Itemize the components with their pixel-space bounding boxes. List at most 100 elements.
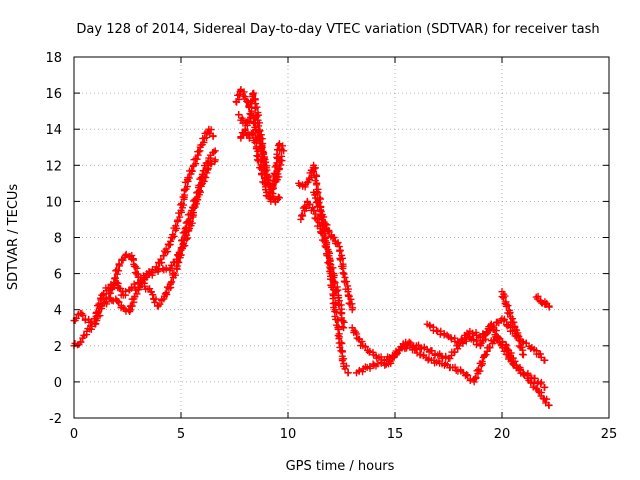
- data-point: [197, 174, 205, 182]
- data-point: [428, 347, 436, 355]
- data-point: [115, 298, 123, 306]
- y-tick-label: 4: [54, 304, 62, 319]
- data-point: [336, 247, 344, 255]
- data-point: [312, 215, 320, 223]
- data-point: [175, 258, 183, 266]
- data-point: [241, 126, 249, 134]
- data-point: [541, 356, 549, 364]
- data-point: [329, 277, 337, 285]
- data-point: [489, 322, 497, 330]
- data-point: [78, 310, 86, 318]
- data-point: [158, 259, 166, 267]
- data-point: [536, 350, 544, 358]
- data-point: [330, 234, 338, 242]
- data-point: [202, 166, 210, 174]
- data-point: [340, 270, 348, 278]
- data-point: [502, 302, 510, 310]
- data-point: [508, 354, 516, 362]
- data-point: [251, 138, 259, 146]
- data-point: [486, 325, 494, 333]
- data-point: [346, 300, 354, 308]
- x-axis-label: GPS time / hours: [286, 459, 395, 474]
- data-point: [177, 244, 185, 252]
- data-point: [335, 301, 343, 309]
- data-point: [541, 383, 549, 391]
- data-point: [152, 295, 160, 303]
- data-point: [168, 278, 176, 286]
- data-point: [254, 157, 262, 165]
- data-point: [96, 312, 104, 320]
- data-point: [247, 98, 255, 106]
- data-point: [464, 371, 472, 379]
- data-point: [192, 155, 200, 163]
- data-point: [115, 260, 123, 268]
- data-point: [466, 376, 474, 384]
- data-point: [151, 298, 159, 306]
- data-point: [183, 182, 191, 190]
- data-point: [207, 126, 215, 134]
- data-point: [211, 147, 219, 155]
- data-point: [502, 342, 510, 350]
- data-point: [111, 274, 119, 282]
- x-tick-label: 5: [177, 427, 185, 442]
- data-point: [255, 128, 263, 136]
- data-point: [313, 181, 321, 189]
- data-point: [250, 129, 258, 137]
- data-point: [198, 170, 206, 178]
- data-points: [70, 85, 553, 409]
- data-point: [268, 185, 276, 193]
- data-point: [537, 380, 545, 388]
- data-point: [485, 343, 493, 351]
- data-point: [298, 211, 306, 219]
- data-point: [543, 395, 551, 403]
- data-point: [181, 228, 189, 236]
- data-point: [476, 367, 484, 375]
- y-tick-label: 14: [45, 123, 62, 138]
- data-point: [334, 325, 342, 333]
- data-point: [337, 347, 345, 355]
- data-point: [79, 311, 87, 319]
- data-point: [275, 194, 283, 202]
- data-point: [451, 363, 459, 371]
- y-tick-label: 2: [54, 340, 62, 355]
- data-point: [319, 216, 327, 224]
- data-point: [519, 351, 527, 359]
- data-point: [310, 207, 318, 215]
- data-point: [273, 167, 281, 175]
- data-point: [77, 338, 85, 346]
- data-point: [188, 166, 196, 174]
- data-point: [531, 374, 539, 382]
- data-point: [184, 174, 192, 182]
- data-point: [361, 343, 369, 351]
- data-point: [176, 249, 184, 257]
- data-point: [237, 133, 245, 141]
- axis-ticks: 0 5 10 15 20 25 -2 0 2 4 6 8 10 12 14 16 18: [45, 51, 617, 442]
- data-point: [174, 258, 182, 266]
- data-point: [341, 278, 349, 286]
- data-point: [149, 291, 157, 299]
- data-point: [330, 291, 338, 299]
- data-point: [539, 394, 547, 402]
- data-point: [186, 210, 194, 218]
- data-point: [348, 306, 356, 314]
- data-point: [245, 134, 253, 142]
- data-point: [514, 333, 522, 341]
- data-point: [102, 293, 110, 301]
- data-point: [474, 366, 482, 374]
- data-point: [381, 361, 389, 369]
- data-point: [130, 280, 138, 288]
- x-tick-label: 25: [601, 427, 618, 442]
- data-point: [315, 219, 323, 227]
- data-point: [470, 378, 478, 386]
- y-tick-label: 8: [54, 232, 62, 247]
- y-tick-label: 12: [45, 159, 62, 174]
- data-point: [325, 228, 333, 236]
- data-point: [313, 203, 321, 211]
- data-point: [169, 231, 177, 239]
- data-point: [334, 239, 342, 247]
- data-point: [337, 256, 345, 264]
- x-tick-label: 15: [387, 427, 404, 442]
- data-point: [545, 401, 553, 409]
- data-point: [95, 308, 103, 316]
- data-point: [172, 222, 180, 230]
